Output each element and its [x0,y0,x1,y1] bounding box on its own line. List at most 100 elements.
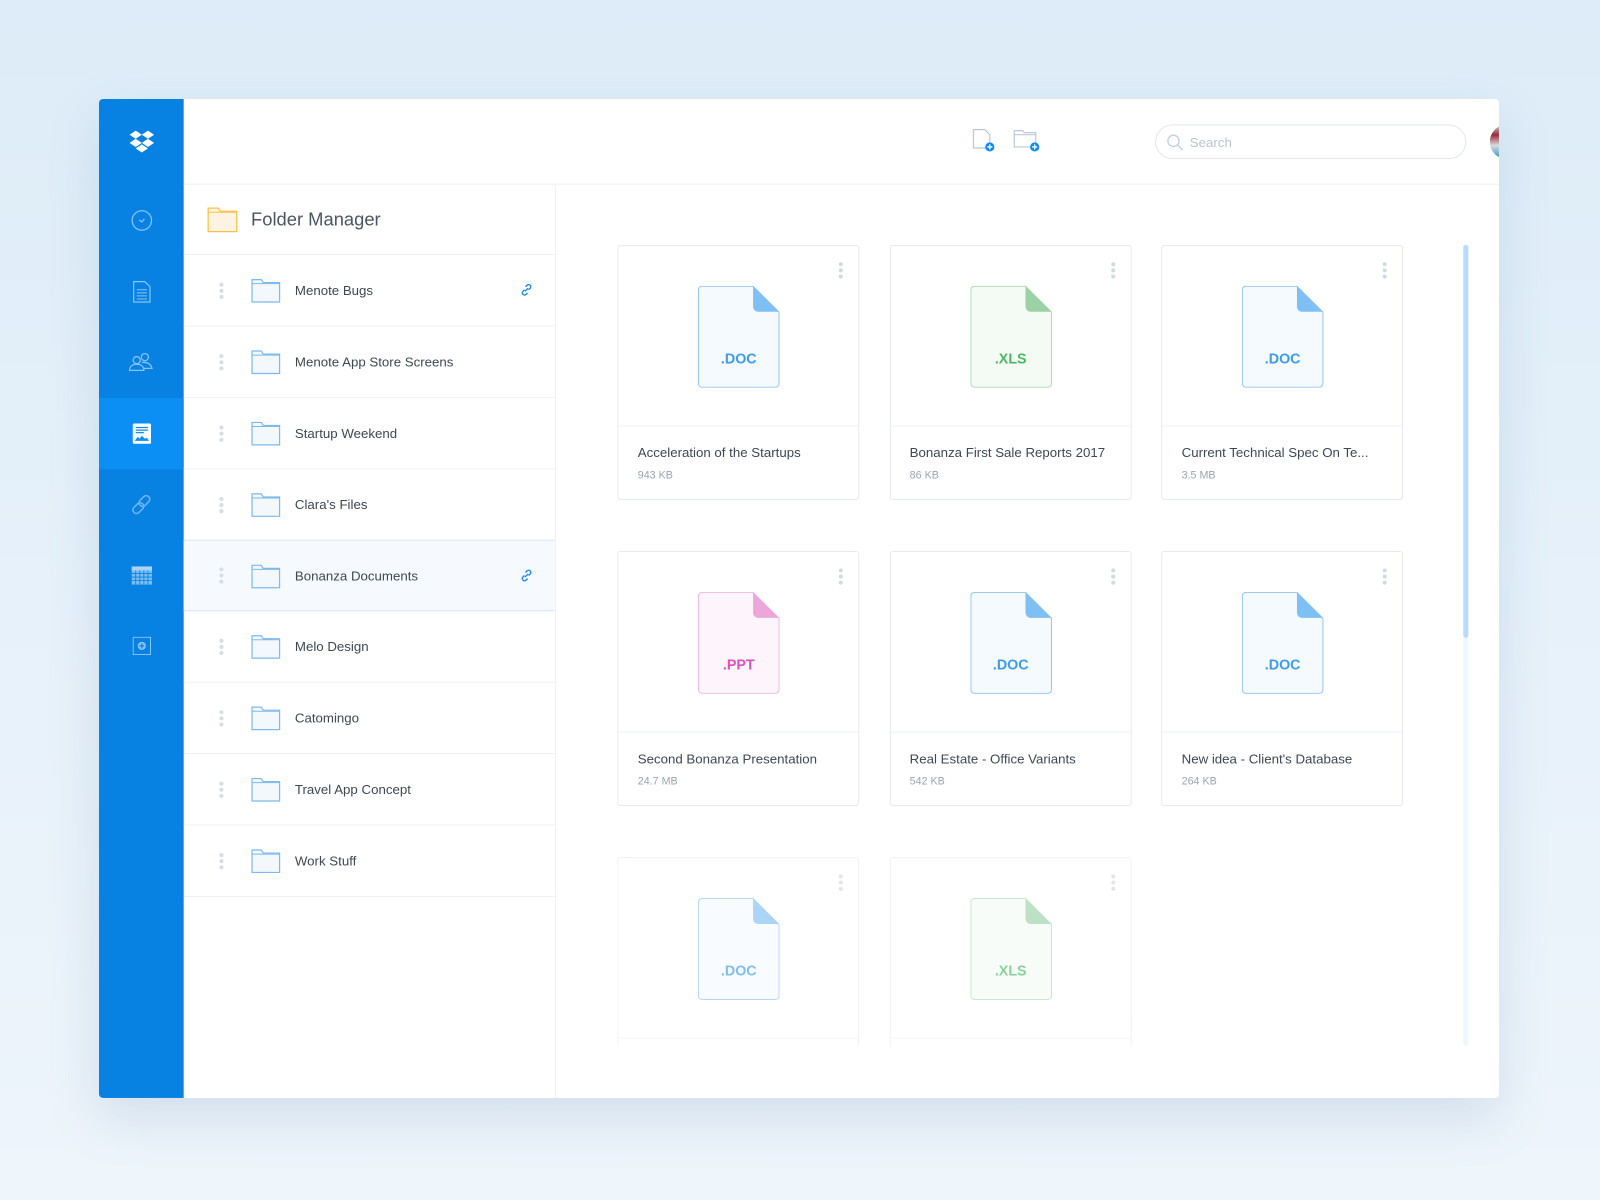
file-preview: .DOC [1162,552,1403,733]
file-size: 3.5 MB [1181,469,1216,482]
search-input[interactable] [1189,134,1445,150]
file-name: Current Technical Spec On Te... [1181,444,1369,461]
drag-handle-icon[interactable] [219,852,224,869]
folder-name: Travel App Concept [294,781,411,797]
top-bar [183,99,1499,185]
file-extension: .DOC [720,962,757,979]
folder-list: Menote Bugs Menote App Store Screens Sta… [183,255,556,897]
drag-handle-icon[interactable] [219,781,224,798]
folder-row[interactable]: Menote Bugs [183,255,556,327]
new-folder-icon [1013,129,1040,152]
folder-name: Menote Bugs [294,282,374,298]
more-options-icon[interactable] [838,262,843,279]
folder-icon [251,493,281,517]
drag-handle-icon[interactable] [219,282,224,299]
folder-name: Work Stuff [294,853,357,869]
file-card[interactable]: .PPT Second Bonanza Presentation 24.7 MB [617,551,860,807]
avatar[interactable] [1489,124,1499,160]
drag-handle-icon[interactable] [219,709,224,727]
folder-name: Menote App Store Screens [294,354,454,370]
link-icon[interactable] [520,283,532,296]
file-preview: .PPT [618,552,859,733]
ppt-file-icon [697,591,780,694]
file-size: 24.7 MB [637,775,678,788]
more-options-icon[interactable] [1110,262,1115,279]
file-name: Second Bonanza Presentation [637,751,817,767]
file-size: 542 KB [909,775,945,788]
scrollbar[interactable] [1463,244,1469,1046]
file-card[interactable]: .DOC Current Technical Spec On Te... 3.5 M… [1161,244,1404,500]
sidebar-item-calendar[interactable] [99,540,184,611]
folder-row[interactable]: Bonanza Documents [183,539,556,612]
drag-handle-icon[interactable] [219,638,224,655]
folder-row[interactable]: Startup Weekend [183,398,556,470]
more-options-icon[interactable] [1110,568,1115,585]
doc-file-icon [697,285,780,388]
folder-icon [251,421,281,446]
file-preview: .XLS [890,858,1131,1039]
page-title: Folder Manager [251,208,381,230]
drag-handle-icon[interactable] [219,353,224,370]
more-options-icon[interactable] [838,568,843,585]
more-options-icon[interactable] [1110,874,1115,891]
folder-icon [251,635,281,659]
file-preview: .DOC [1162,246,1403,427]
folder-icon [251,564,281,588]
new-folder-button[interactable] [1013,128,1044,157]
folder-row[interactable]: Catomingo [183,683,556,755]
folder-row[interactable]: Work Stuff [183,826,556,897]
drag-handle-icon[interactable] [219,567,224,584]
folder-row[interactable]: Menote App Store Screens [183,327,556,398]
scrollbar-thumb[interactable] [1463,244,1469,638]
more-options-icon[interactable] [1382,568,1387,585]
sidebar-item-recent[interactable] [99,185,184,256]
file-extension: .DOC [1264,349,1301,367]
file-card[interactable]: .DOC Acceleration of the Startups 943 KB [617,244,860,500]
file-name: Real Estate - Office Variants [909,751,1076,767]
dropbox-logo[interactable] [99,106,184,177]
calendar-icon [131,566,152,585]
file-card[interactable]: .XLS [889,857,1132,1046]
link-icon[interactable] [520,569,532,582]
sidebar [98,98,184,1098]
sidebar-item-links[interactable] [99,469,184,540]
more-options-icon[interactable] [838,874,843,891]
file-preview: .DOC [618,246,859,427]
link-icon [131,494,151,515]
file-grid: .DOC Acceleration of the Startups 943 KB .… [617,244,1433,1046]
xls-file-icon [969,285,1052,388]
sidebar-item-add[interactable] [99,610,184,681]
file-extension: .PPT [722,656,755,673]
file-card[interactable]: .XLS Bonanza First Sale Reports 2017 86 KB [889,244,1132,500]
folder-name: Bonanza Documents [294,567,419,584]
new-file-button[interactable] [971,128,1002,157]
file-extension: .DOC [1264,656,1301,673]
folder-name: Clara's Files [294,496,368,513]
doc-file-icon [1241,285,1324,388]
file-preview: .DOC [618,858,859,1039]
sidebar-item-documents[interactable] [99,256,184,327]
drag-handle-icon[interactable] [219,496,224,513]
users-icon [128,352,153,372]
sidebar-item-users[interactable] [99,327,184,398]
document-icon [132,281,151,303]
doc-file-icon [697,897,780,1000]
sidebar-item-gallery[interactable] [98,397,184,470]
file-card[interactable]: .DOC [617,857,860,1046]
file-card[interactable]: .DOC New idea - Client's Database 264 KB [1161,551,1404,807]
file-card[interactable]: .DOC Real Estate - Office Variants 542 KB [889,551,1132,807]
drag-handle-icon[interactable] [219,424,224,442]
search-icon [1167,134,1184,150]
file-name: Acceleration of the Startups [637,444,801,461]
folder-name: Catomingo [294,710,360,726]
folder-row[interactable]: Melo Design [183,611,556,683]
file-extension: .XLS [994,962,1027,979]
folder-row[interactable]: Clara's Files [183,469,556,541]
xls-file-icon [969,897,1052,1000]
folder-icon [251,350,281,375]
folder-icon [207,207,238,233]
folder-row[interactable]: Travel App Concept [183,754,556,826]
folder-icon [251,706,281,731]
file-size: 86 KB [909,469,939,482]
more-options-icon[interactable] [1382,262,1387,279]
